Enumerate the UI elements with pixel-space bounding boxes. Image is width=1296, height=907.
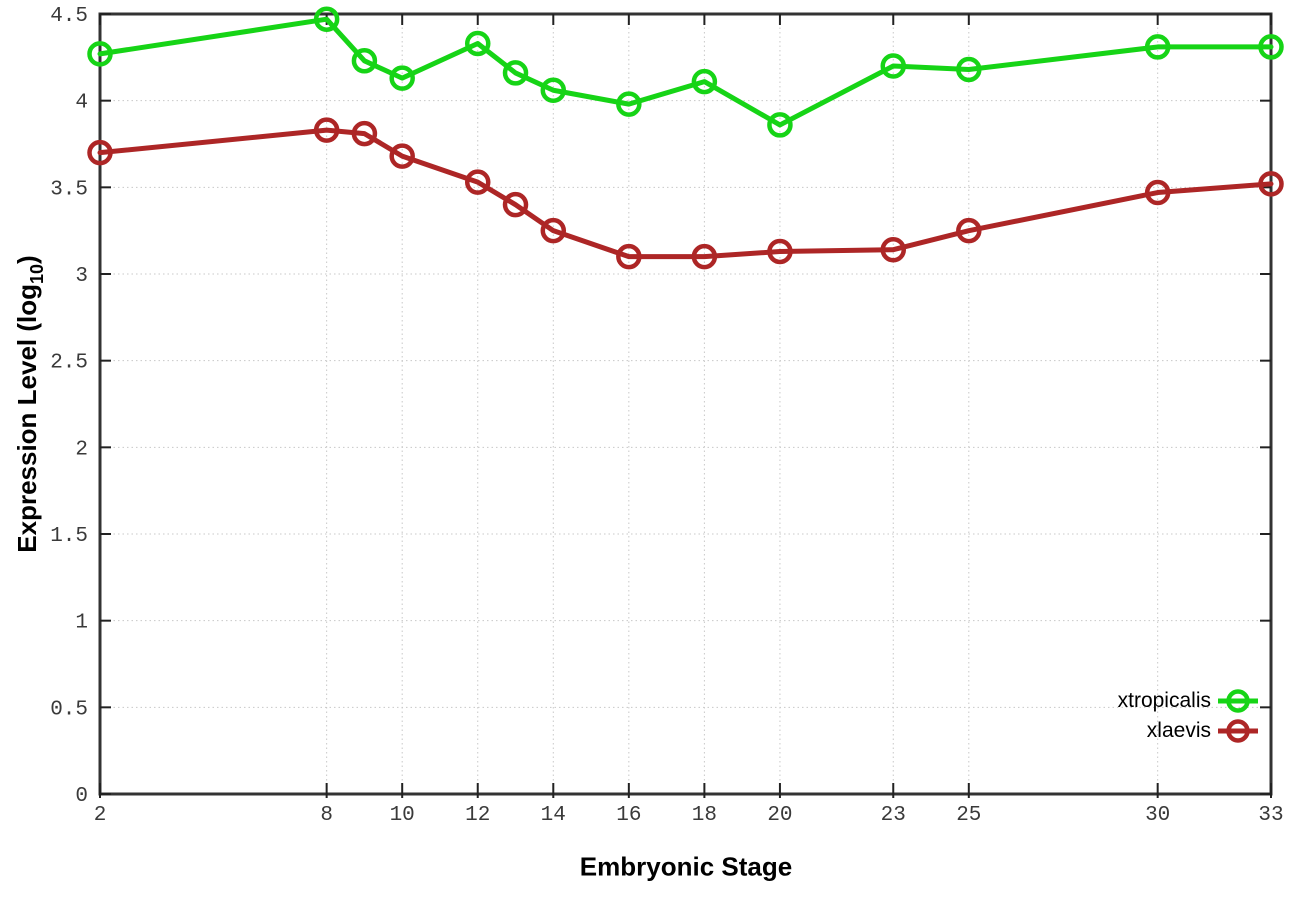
data-point-xtropicalis <box>389 65 415 91</box>
x-tick-label: 33 <box>1258 804 1283 827</box>
data-point-xtropicalis <box>351 48 378 74</box>
y-axis-title-close: ) <box>12 255 42 264</box>
data-point-xtropicalis <box>87 41 113 67</box>
data-point-xlaevis <box>691 243 718 270</box>
series-line-xlaevis <box>97 127 1274 260</box>
x-tick-label: 10 <box>390 804 415 827</box>
plot-border <box>98 12 1273 796</box>
data-point-xlaevis <box>767 238 793 265</box>
x-tick-label: 12 <box>465 804 490 827</box>
data-point-xlaevis <box>956 217 982 244</box>
x-tick-label: 8 <box>320 804 333 827</box>
data-point-xlaevis <box>1144 179 1171 206</box>
data-point-xlaevis <box>616 243 642 270</box>
legend-item-xlaevis: xlaevis <box>1147 716 1258 746</box>
y-tick-label: 1.5 <box>50 525 88 548</box>
x-tick-label: 25 <box>956 804 981 827</box>
data-point-xtropicalis <box>464 30 491 57</box>
data-point-xtropicalis <box>1258 34 1284 60</box>
data-point-xlaevis <box>1258 171 1284 197</box>
data-point-xtropicalis <box>691 68 718 95</box>
y-axis-title-subscript: 10 <box>27 263 47 284</box>
y-axis-title-text: Expression Level (log <box>12 283 42 553</box>
y-tick-label: 2.5 <box>50 352 88 375</box>
series-line-xtropicalis <box>97 16 1274 128</box>
data-point-xlaevis <box>502 191 529 218</box>
x-axis-title: Embryonic Stage <box>579 851 793 882</box>
data-point-xlaevis <box>389 143 415 169</box>
y-tick-label: 0.5 <box>50 698 88 721</box>
legend: xtropicalis xlaevis <box>1118 686 1258 746</box>
x-tick-label: 30 <box>1145 804 1170 827</box>
x-tick-label: 20 <box>767 804 792 827</box>
y-tick-label: 2 <box>75 438 88 461</box>
data-point-xlaevis <box>540 217 567 244</box>
data-point-xlaevis <box>87 139 113 166</box>
y-tick-label: 1 <box>75 612 88 635</box>
legend-item-xtropicalis: xtropicalis <box>1118 686 1258 716</box>
data-point-xtropicalis <box>502 60 529 86</box>
y-tick-label: 4.5 <box>50 5 88 28</box>
y-tick-label: 0 <box>75 785 88 808</box>
data-point-xtropicalis <box>880 53 907 79</box>
y-axis-title: Expression Level (log10) <box>12 255 48 552</box>
x-tick-label: 16 <box>616 804 641 827</box>
y-tick-label: 3.5 <box>50 178 88 201</box>
data-point-xlaevis <box>464 169 491 195</box>
legend-marker-xtropicalis <box>1218 689 1258 713</box>
data-point-xtropicalis <box>540 77 567 104</box>
legend-label-xlaevis: xlaevis <box>1146 719 1211 742</box>
x-tick-label: 14 <box>541 804 566 827</box>
y-tick-label: 3 <box>75 265 88 288</box>
legend-label-xtropicalis: xtropicalis <box>1117 689 1211 712</box>
x-tick-label: 23 <box>881 804 906 827</box>
data-point-xtropicalis <box>956 56 982 83</box>
data-point-xtropicalis <box>767 112 793 138</box>
data-point-xlaevis <box>313 117 340 143</box>
y-tick-label: 4 <box>75 92 88 115</box>
data-point-xtropicalis <box>313 6 340 32</box>
x-tick-label: 18 <box>692 804 717 827</box>
data-point-xtropicalis <box>616 91 642 117</box>
data-point-xlaevis <box>880 236 907 263</box>
x-tick-label: 2 <box>94 804 107 827</box>
data-point-xlaevis <box>351 120 378 147</box>
legend-marker-xlaevis <box>1218 719 1258 743</box>
data-point-xtropicalis <box>1144 34 1171 60</box>
